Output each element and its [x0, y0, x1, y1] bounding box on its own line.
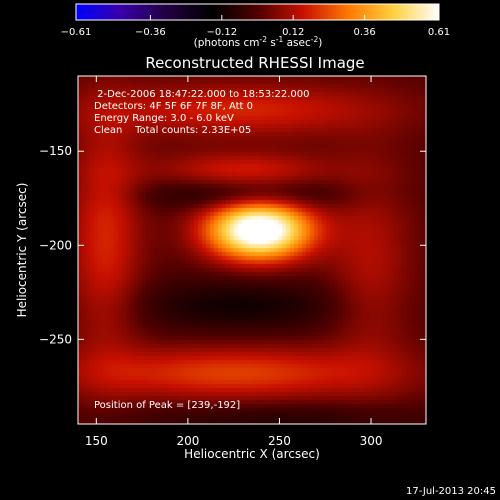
- x-axis-ticks: 150 200 250 300: [85, 76, 383, 448]
- colorbar-tick-label: −0.12: [206, 27, 237, 38]
- annotation-block: 2-Dec-2006 18:47:22.000 to 18:53:22.000 …: [94, 89, 310, 411]
- x-tick-label: 300: [360, 434, 383, 448]
- y-tick-label: −200: [39, 238, 72, 252]
- y-axis-label: Heliocentric Y (arcsec): [15, 183, 29, 318]
- heatmap-image: [78, 76, 426, 424]
- x-axis-label: Heliocentric X (arcsec): [184, 447, 320, 461]
- colorbar-tick-label: −0.61: [61, 27, 92, 38]
- colorbar-unit: (photons cm-2 s-1 asec-2): [194, 35, 323, 49]
- annotation-energy: Energy Range: 3.0 - 6.0 keV: [94, 113, 234, 124]
- x-tick-label: 150: [85, 434, 108, 448]
- annotation-counts: Clean Total counts: 2.33E+05: [94, 125, 251, 136]
- colorbar-tick-label: 0.61: [428, 27, 450, 38]
- x-tick-label: 200: [176, 434, 199, 448]
- y-axis-ticks: −150 −200 −250: [39, 144, 426, 346]
- y-tick-label: −150: [39, 144, 72, 158]
- colorbar-tick-label: −0.36: [135, 27, 166, 38]
- chart-title: Reconstructed RHESSI Image: [145, 54, 364, 72]
- plot-frame: [77, 75, 427, 425]
- colorbar-tick-label: 0.36: [353, 27, 375, 38]
- annotation-peak: Position of Peak = [239,-192]: [94, 400, 240, 411]
- y-tick-label: −250: [39, 332, 72, 346]
- annotation-time: 2-Dec-2006 18:47:22.000 to 18:53:22.000: [94, 89, 310, 100]
- colorbar-ticks: −0.61 −0.36 −0.12 0.12 0.36 0.61: [61, 15, 450, 38]
- footer-date: 17-Jul-2013 20:45: [406, 486, 496, 497]
- colorbar-tick-label: 0.12: [282, 27, 304, 38]
- annotation-detectors: Detectors: 4F 5F 6F 7F 8F, Att 0: [94, 101, 253, 112]
- x-tick-label: 250: [268, 434, 291, 448]
- colorbar: [75, 3, 440, 21]
